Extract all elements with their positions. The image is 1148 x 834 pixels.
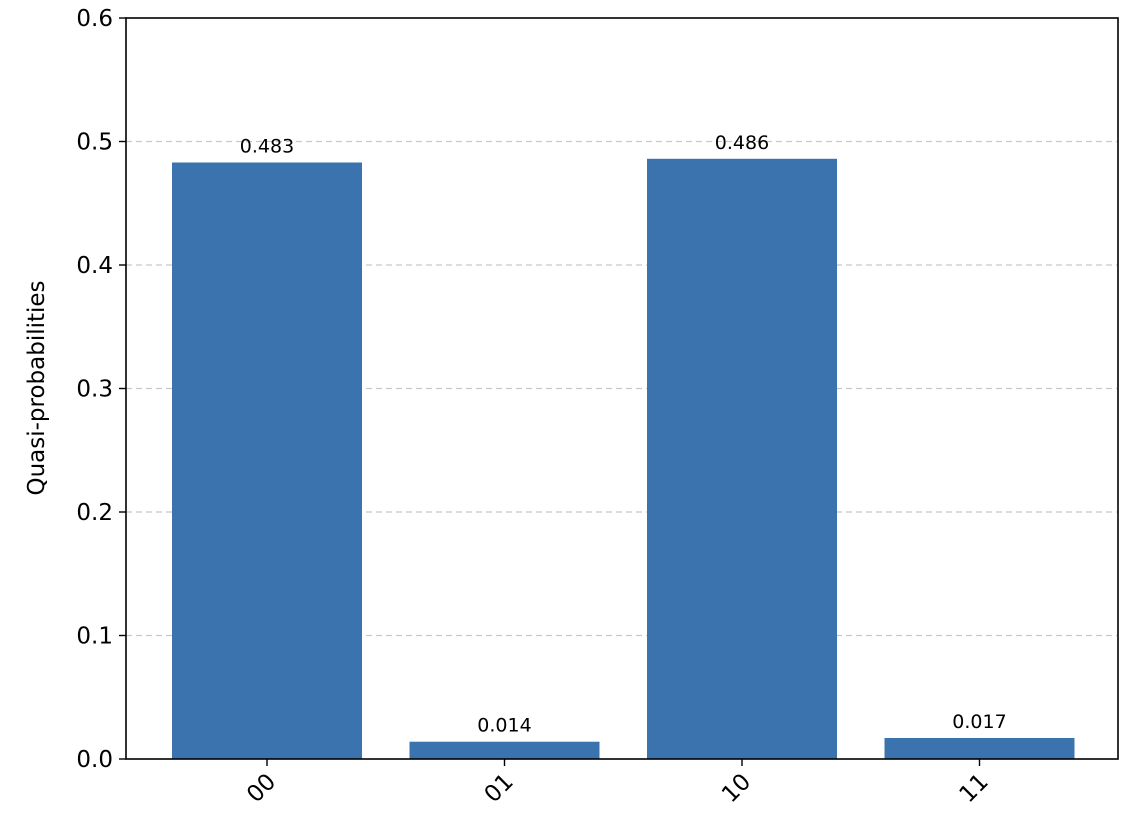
- x-tick-label: 11: [955, 769, 994, 808]
- y-tick-label: 0.1: [76, 624, 113, 650]
- y-tick-label: 0.4: [76, 253, 113, 279]
- bars: [172, 158, 1075, 760]
- bar-10: [647, 158, 837, 760]
- y-tick-label: 0.0: [76, 747, 113, 773]
- y-tick-label: 0.5: [76, 130, 113, 156]
- bar-01: [409, 741, 600, 759]
- y-axis: 0.0 0.1 0.2 0.3 0.4 0.5 0.6: [76, 6, 126, 773]
- value-label: 0.483: [240, 135, 294, 157]
- x-tick-label: 01: [480, 769, 519, 808]
- y-tick-label: 0.3: [76, 377, 113, 403]
- y-tick-label: 0.6: [76, 6, 113, 32]
- y-axis-label: Quasi-probabilities: [24, 280, 50, 495]
- value-labels: 0.483 0.014 0.486 0.017: [240, 132, 1007, 737]
- x-tick-label: 10: [717, 769, 756, 808]
- y-tick-label: 0.2: [76, 500, 113, 526]
- x-axis: 00 01 10 11: [242, 759, 994, 808]
- bar-00: [172, 162, 362, 759]
- bar-11: [884, 738, 1075, 759]
- x-tick-label: 00: [242, 769, 281, 808]
- value-label: 0.017: [952, 711, 1006, 733]
- value-label: 0.486: [715, 132, 769, 154]
- value-label: 0.014: [477, 715, 531, 737]
